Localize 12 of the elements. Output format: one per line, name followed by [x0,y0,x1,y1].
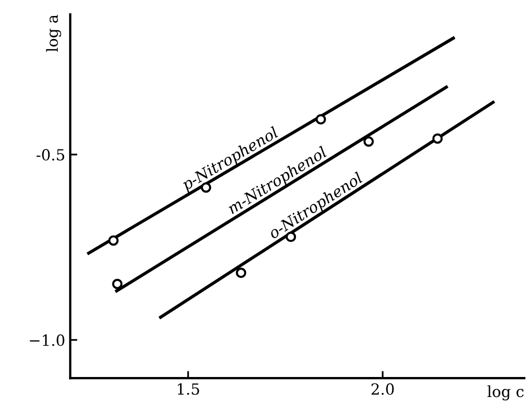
y-axis-title: log a [46,14,62,52]
point [108,235,119,246]
point [236,268,246,278]
point [316,114,326,125]
y-tick-label: -0.5 [36,149,64,161]
point [363,136,374,147]
x-tick-label: 2.0 [372,383,394,395]
point [112,278,123,290]
x-axis-title: log c [487,385,524,400]
point [432,133,443,144]
x-tick-label: 1.5 [178,383,200,395]
y-tick-label: −1.0 [30,334,64,346]
